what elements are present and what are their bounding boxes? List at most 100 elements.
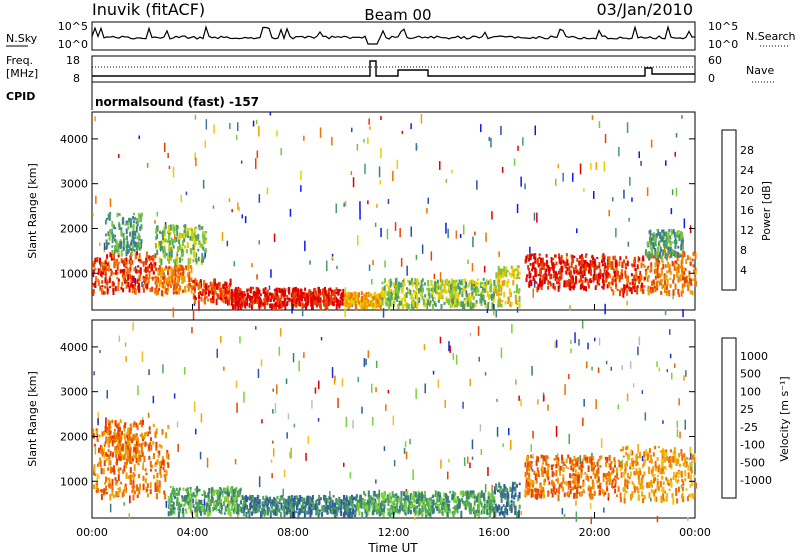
power-echo	[213, 124, 215, 133]
power-patch-echo	[649, 230, 651, 236]
power-patch-echo	[641, 262, 643, 268]
power-echo	[251, 263, 253, 267]
cpid-label: CPID	[6, 90, 35, 103]
power-echo	[651, 140, 653, 148]
power-patch-echo	[170, 284, 172, 288]
power-echo	[456, 231, 458, 239]
velocity-patch-echo	[138, 463, 140, 466]
power-echo	[167, 153, 169, 158]
velocity-patch-echo	[547, 476, 549, 480]
power-patch-echo	[569, 266, 571, 273]
power-patch-echo	[587, 265, 589, 268]
power-patch-echo	[509, 272, 511, 275]
power-ytick-label: 4000	[60, 133, 88, 146]
velocity-echo	[194, 401, 196, 412]
power-echo	[357, 144, 359, 151]
power-patch-echo	[167, 256, 169, 260]
velocity-patch-echo	[178, 502, 180, 508]
power-echo	[640, 161, 642, 166]
velocity-patch-echo	[502, 511, 504, 515]
power-patch-echo	[164, 251, 166, 257]
power-patch-echo	[132, 231, 134, 237]
velocity-patch-echo	[439, 492, 441, 495]
power-patch-echo	[556, 262, 558, 266]
power-echo	[491, 211, 493, 219]
velocity-patch-echo	[126, 472, 128, 479]
velocity-patch-echo	[224, 496, 226, 502]
power-patch-echo	[182, 252, 184, 256]
power-patch-echo	[490, 279, 492, 284]
velocity-patch-echo	[215, 490, 217, 494]
power-echo	[502, 167, 504, 173]
power-patch-echo	[663, 232, 665, 236]
velocity-patch-echo	[558, 494, 560, 501]
power-patch-echo	[530, 254, 532, 260]
velocity-patch-echo	[419, 509, 421, 515]
power-patch-echo	[254, 299, 256, 302]
velocity-echo	[200, 452, 202, 460]
velocity-patch-echo	[445, 493, 447, 499]
power-patch-echo	[140, 224, 142, 229]
velocity-patch-echo	[100, 460, 102, 467]
velocity-patch-echo	[510, 505, 512, 509]
power-patch-echo	[105, 272, 107, 276]
velocity-patch-echo	[168, 511, 170, 516]
power-patch-echo	[687, 282, 689, 284]
power-patch-echo	[238, 303, 240, 307]
power-patch-echo	[404, 298, 406, 302]
velocity-patch-echo	[248, 509, 250, 512]
power-echo	[392, 171, 394, 181]
power-patch-echo	[125, 258, 127, 262]
power-patch-echo	[546, 254, 548, 258]
velocity-patch-echo	[597, 462, 599, 467]
velocity-patch-echo	[614, 489, 616, 494]
velocity-patch-echo	[501, 506, 503, 508]
power-echo	[357, 235, 359, 245]
velocity-patch-echo	[148, 456, 150, 460]
power-patch-echo	[647, 289, 649, 291]
power-patch-echo	[123, 233, 125, 238]
velocity-patch-echo	[511, 493, 513, 495]
velocity-patch-echo	[145, 468, 147, 471]
power-patch-echo	[616, 276, 618, 279]
power-patch-echo	[497, 300, 499, 306]
power-patch-echo	[199, 283, 201, 289]
power-patch-echo	[116, 240, 118, 246]
power-patch-echo	[179, 244, 181, 251]
velocity-patch-echo	[497, 490, 499, 493]
power-patch-echo	[590, 260, 592, 265]
power-patch-echo	[262, 303, 264, 306]
velocity-echo	[687, 517, 689, 521]
velocity-patch-echo	[252, 497, 254, 501]
velocity-patch-echo	[590, 487, 592, 491]
velocity-echo	[273, 448, 275, 456]
power-patch-echo	[453, 288, 455, 294]
power-patch-echo	[125, 274, 127, 276]
power-echo	[572, 173, 574, 182]
power-patch-echo	[370, 301, 372, 305]
power-patch-echo	[637, 285, 639, 288]
power-patch-echo	[468, 283, 470, 287]
power-patch-echo	[661, 270, 663, 276]
power-patch-echo	[113, 288, 115, 295]
power-echo	[472, 263, 474, 271]
power-patch-echo	[382, 293, 384, 296]
power-patch-echo	[670, 271, 672, 275]
velocity-echo	[642, 390, 644, 394]
power-patch-echo	[388, 280, 390, 283]
power-patch-echo	[647, 254, 649, 257]
power-echo	[629, 177, 631, 186]
velocity-echo	[184, 367, 186, 375]
power-patch-echo	[556, 273, 558, 279]
power-patch-echo	[407, 304, 409, 309]
power-patch-echo	[426, 288, 428, 290]
velocity-echo	[98, 475, 100, 479]
velocity-echo	[464, 457, 466, 466]
power-echo	[684, 219, 686, 229]
velocity-patch-echo	[208, 505, 210, 508]
power-patch-echo	[620, 275, 622, 280]
power-patch-echo	[156, 250, 158, 255]
power-patch-echo	[149, 271, 151, 274]
power-patch-echo	[318, 287, 320, 290]
